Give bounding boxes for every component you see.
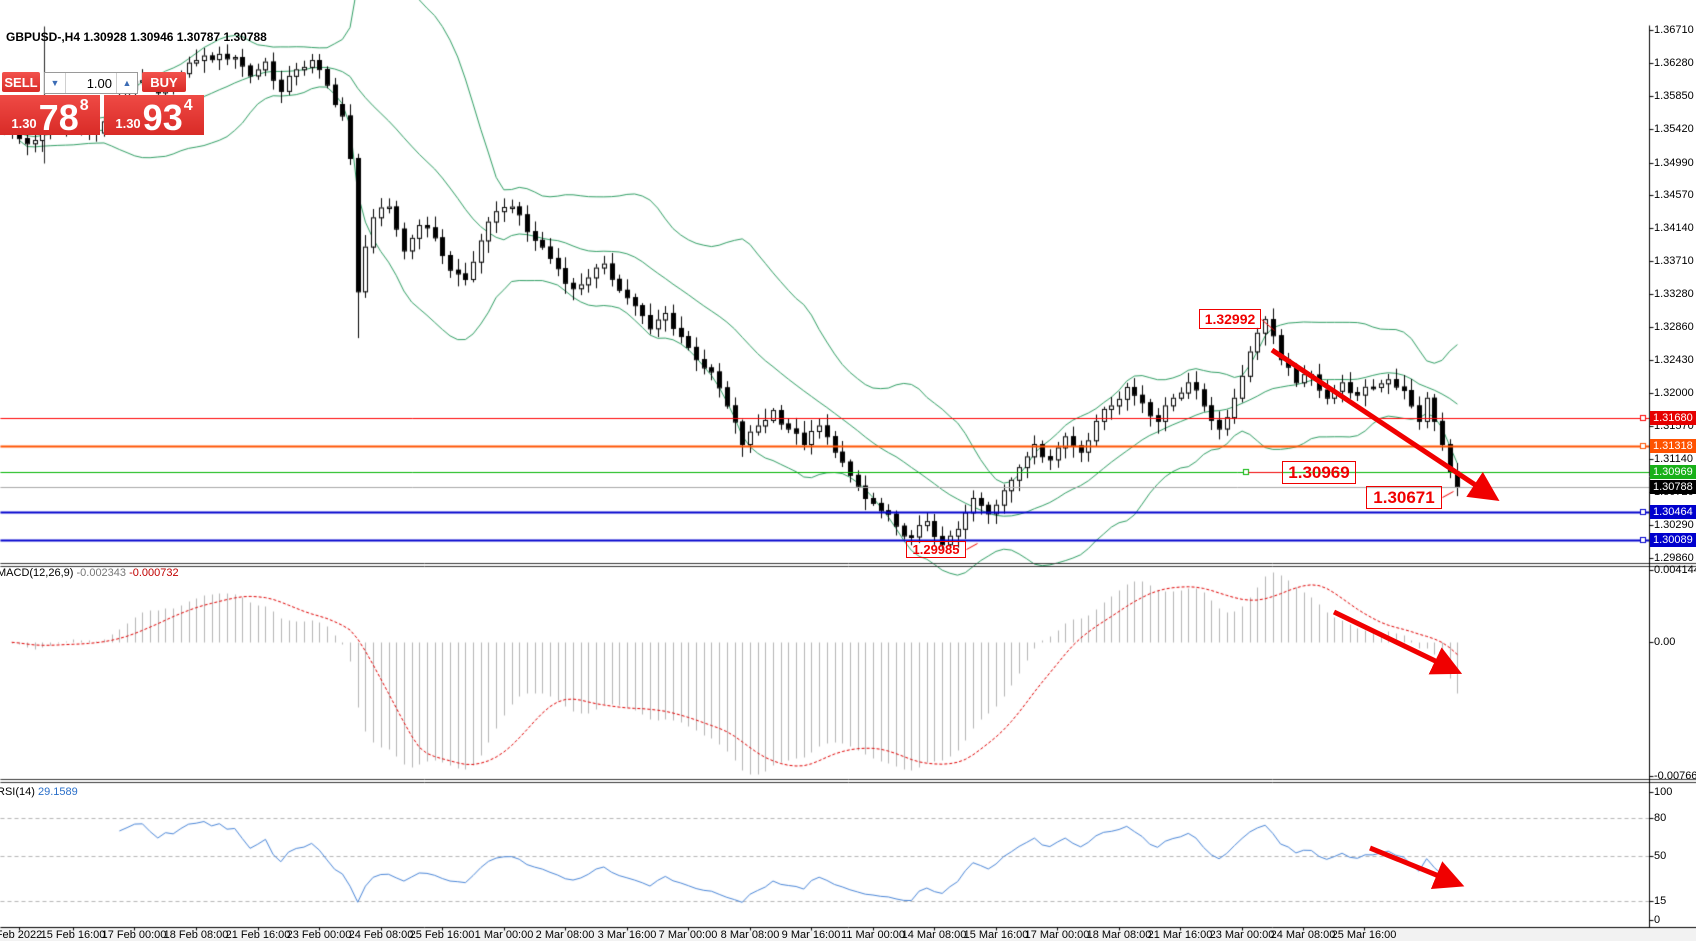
rsi-axis-tick: 0 [1654, 914, 1661, 926]
chart-title: GBPUSD-,H4 1.30928 1.30946 1.30787 1.307… [6, 30, 267, 44]
price-axis-tick: 1.34140 [1654, 222, 1694, 234]
time-axis-label: Feb 2022 [0, 929, 43, 941]
volume-down-button[interactable]: ▼ [45, 73, 66, 93]
time-axis-label: 15 Mar 16:00 [963, 929, 1029, 941]
time-axis-label: 17 Mar 00:00 [1024, 929, 1090, 941]
price-axis-tick: 1.35420 [1654, 123, 1694, 135]
time-axis-label: 15 Feb 16:00 [40, 929, 106, 941]
price-annotation[interactable]: 1.30671 [1366, 486, 1442, 509]
time-axis-label: 24 Feb 08:00 [348, 929, 414, 941]
time-axis-label: 23 Feb 00:00 [286, 929, 352, 941]
time-axis-label: 11 Mar 00:00 [840, 929, 906, 941]
time-axis-label: 18 Mar 08:00 [1086, 929, 1152, 941]
price-axis-tick: 1.29860 [1654, 552, 1694, 564]
sell-button[interactable]: SELL [2, 72, 40, 92]
price-axis-tick: 1.35850 [1654, 90, 1694, 102]
price-annotation[interactable]: 1.30969 [1282, 461, 1356, 484]
price-axis-badge: 1.30089 [1650, 533, 1696, 547]
ask-prefix: 1.30 [115, 116, 141, 131]
time-axis-label: 17 Feb 00:00 [101, 929, 167, 941]
price-axis-tick: 1.30290 [1654, 519, 1694, 531]
rsi-label: RSI(14) 29.1589 [0, 786, 78, 798]
rsi-axis-tick: 100 [1654, 786, 1673, 798]
price-axis-tick: 1.36710 [1654, 24, 1694, 36]
volume-up-button[interactable]: ▲ [116, 73, 137, 93]
price-annotation[interactable]: 1.32992 [1199, 309, 1261, 329]
ask-pip-digit: 4 [183, 97, 193, 114]
ask-price-panel[interactable]: 1.30 93 4 [104, 95, 204, 135]
time-axis-label: 25 Mar 16:00 [1331, 929, 1397, 941]
volume-stepper: ▼ 1.00 ▲ [44, 72, 138, 94]
price-axis-tick: 1.32430 [1654, 354, 1694, 366]
price-axis-badge: 1.30969 [1650, 465, 1696, 479]
time-axis-label: 18 Feb 08:00 [163, 929, 229, 941]
price-axis-tick: 1.31140 [1654, 453, 1693, 465]
time-axis-label: 21 Mar 16:00 [1147, 929, 1213, 941]
macd-name: MACD(12,26,9) [0, 567, 74, 579]
ask-big-digits: 93 [142, 97, 183, 136]
time-axis-label: 3 Mar 16:00 [597, 929, 657, 941]
macd-axis-tick: 0.004144 [1654, 564, 1696, 576]
price-axis-tick: 1.34990 [1654, 157, 1694, 169]
macd-label: MACD(12,26,9) -0.002343 -0.000732 [0, 567, 179, 579]
rsi-axis-tick: 15 [1654, 895, 1667, 907]
bid-big-digits: 78 [38, 97, 79, 136]
bid-pip-digit: 8 [79, 97, 89, 114]
price-axis-badge: 1.30464 [1650, 505, 1696, 519]
price-axis-tick: 1.36280 [1654, 57, 1694, 69]
price-axis-badge: 1.30788 [1650, 480, 1696, 494]
macd-axis-tick: 0.00 [1654, 636, 1676, 648]
rsi-name: RSI(14) [0, 786, 35, 798]
rsi-value: 29.1589 [37, 786, 78, 798]
bid-prefix: 1.30 [11, 116, 37, 131]
volume-value[interactable]: 1.00 [86, 75, 112, 91]
time-axis-label: 2 Mar 08:00 [535, 929, 595, 941]
macd-signal-value: -0.000732 [129, 567, 179, 579]
rsi-axis-tick: 80 [1654, 812, 1667, 824]
price-axis-tick: 1.33280 [1654, 288, 1694, 300]
time-axis-label: 23 Mar 00:00 [1209, 929, 1275, 941]
price-annotation[interactable]: 1.29985 [906, 541, 966, 558]
time-axis-label: 9 Mar 16:00 [781, 929, 841, 941]
price-axis-tick: 1.32860 [1654, 321, 1694, 333]
price-axis-tick: 1.33710 [1654, 255, 1694, 267]
time-axis-label: 14 Mar 08:00 [901, 929, 967, 941]
one-click-trading-widget: SELL ▼ 1.00 ▲ BUY 1.30 78 8 1.30 93 4 [0, 71, 206, 135]
time-axis-label: 7 Mar 00:00 [658, 929, 718, 941]
price-axis-badge: 1.31680 [1650, 411, 1696, 425]
macd-main-value: -0.002343 [76, 567, 127, 579]
price-axis-badge: 1.31318 [1650, 439, 1696, 453]
time-axis-label: 21 Feb 16:00 [225, 929, 291, 941]
rsi-axis-tick: 50 [1654, 850, 1667, 862]
time-axis-label: 25 Feb 16:00 [409, 929, 475, 941]
time-axis-label: 1 Mar 00:00 [474, 929, 534, 941]
time-axis-label: 24 Mar 08:00 [1270, 929, 1336, 941]
price-axis-tick: 1.34570 [1654, 189, 1694, 201]
bid-price-panel[interactable]: 1.30 78 8 [0, 95, 100, 135]
price-axis-tick: 1.32000 [1654, 387, 1694, 399]
time-axis-label: 8 Mar 08:00 [720, 929, 780, 941]
buy-button[interactable]: BUY [142, 72, 186, 92]
macd-axis-tick: -0.007664 [1654, 770, 1696, 782]
